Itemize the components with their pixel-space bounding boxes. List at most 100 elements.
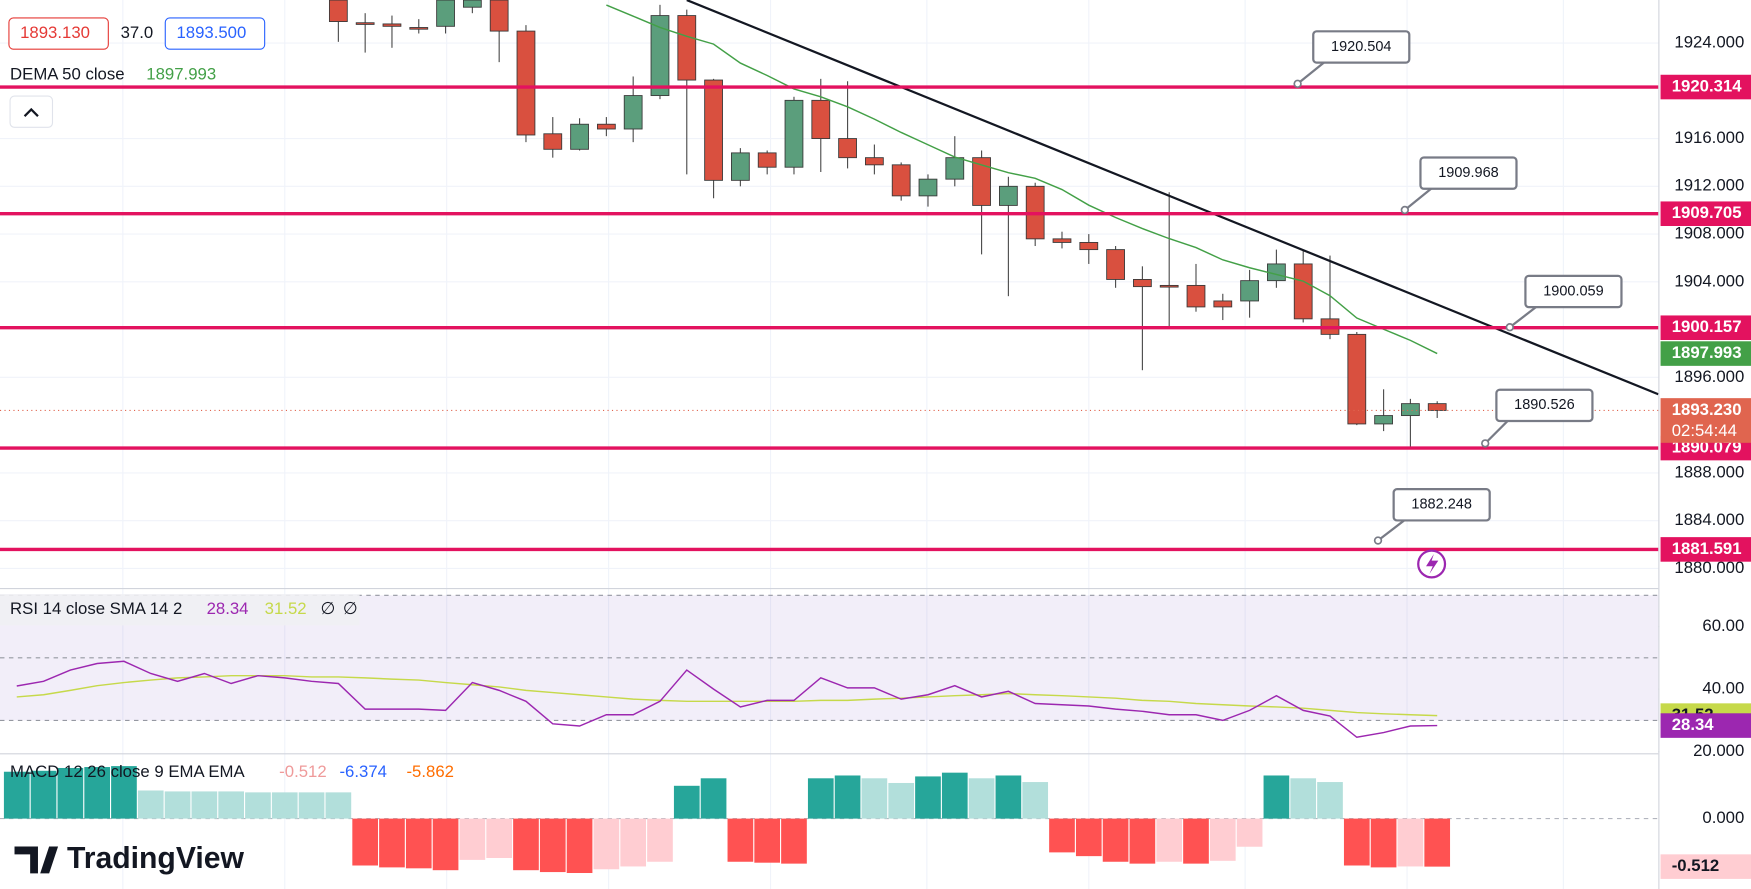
rsi-legend: RSI 14 close SMA 14 2	[10, 599, 182, 618]
candle-body	[623, 95, 643, 130]
macd-histogram-bar	[57, 767, 84, 819]
collapse-button[interactable]	[9, 95, 54, 128]
macd-histogram-bar	[673, 785, 700, 819]
macd-histogram-bar	[1129, 818, 1156, 864]
macd-histogram-bar	[1236, 818, 1263, 847]
brand: TradingView	[67, 842, 245, 875]
macd-histogram-bar	[1209, 818, 1236, 861]
level-badge: 1920.314	[1672, 76, 1743, 95]
macd-histogram-bar	[3, 771, 30, 819]
macd-histogram-bar	[513, 818, 539, 871]
y-tick-label: 1888.000	[1674, 462, 1744, 481]
candle-body	[730, 152, 750, 181]
candle-body	[489, 0, 509, 32]
candle-body	[838, 138, 857, 159]
callout-anchor	[1505, 323, 1514, 332]
y-tick-label: 1880.000	[1674, 558, 1744, 577]
callout-anchor	[1481, 439, 1490, 448]
candle-body	[677, 15, 697, 81]
y-tick-label: 1884.000	[1674, 510, 1744, 529]
rsi-badge-bg	[1660, 713, 1751, 738]
macd-histogram-bar	[459, 818, 486, 860]
macd-histogram-bar	[432, 818, 459, 871]
callout-anchor	[1373, 536, 1383, 545]
macd-histogram-bar	[1022, 782, 1049, 819]
dema-legend: DEMA 50 close	[10, 64, 125, 83]
macd-histogram-bar	[807, 778, 834, 819]
candle-body	[1240, 280, 1259, 302]
rsi-sma-legend-value: 31.52	[265, 599, 307, 618]
rsi-tick-label: 60.00	[1702, 616, 1744, 635]
candle-body	[918, 178, 938, 197]
macd-histogram-bar	[1156, 818, 1183, 862]
macd-histogram-bar	[1290, 778, 1317, 819]
rsi-line	[16, 660, 1438, 739]
plot	[3, 0, 1451, 874]
candle-body	[1052, 238, 1072, 243]
macd-histogram-bar	[1075, 818, 1102, 857]
ask-price: 1893.500	[176, 23, 246, 42]
y-tick-label: 1916.000	[1674, 128, 1744, 147]
macd-histogram-bar	[968, 778, 995, 819]
macd-histogram-bar	[137, 790, 164, 819]
candle-body	[570, 123, 589, 150]
macd-histogram-bar	[486, 818, 513, 859]
rsi-badge: 28.34	[1672, 715, 1715, 734]
lightning-icon	[1426, 553, 1439, 575]
macd-histogram-bar	[593, 818, 620, 870]
last-price-badge: 1893.230	[1672, 400, 1742, 419]
level-badge-bg	[1660, 201, 1751, 227]
macd-histogram-bar	[298, 792, 325, 819]
candle-body	[784, 99, 804, 168]
macd-histogram-bar	[620, 818, 647, 867]
macd-histogram-bar	[352, 818, 379, 866]
level-badge-bg	[1660, 74, 1751, 100]
macd-histogram-bar	[915, 776, 941, 819]
macd-histogram-bar	[379, 818, 405, 868]
candle-body	[891, 164, 911, 197]
macd-histogram-bar	[84, 767, 110, 819]
macd-histogram-bar	[647, 818, 673, 862]
callout-anchor	[1400, 205, 1410, 215]
rsi-extra: ∅	[320, 599, 335, 618]
rsi-legend-bg	[0, 594, 360, 626]
candle-body	[382, 23, 402, 27]
callout-label: 1890.526	[1514, 397, 1574, 413]
macd-badge-bg	[1660, 854, 1751, 879]
rsi-extra: ∅	[343, 599, 358, 618]
y-tick-label: 1896.000	[1674, 367, 1744, 386]
bid-box[interactable]	[8, 17, 109, 50]
callout-box	[1495, 388, 1594, 423]
callout-pointer	[1509, 304, 1540, 329]
axis-labels: 1880.000 1884.000 1888.000 1896.000 1904.000…	[1660, 32, 1751, 879]
macd-histogram-bar	[539, 818, 566, 873]
candle-body	[1401, 403, 1420, 417]
overlay: 1920.504 1909.968 1900.059 1890.526 1882.248	[0, 30, 1659, 552]
rsi-tick-label: 20.000	[1693, 741, 1744, 760]
macd-tick-label: 0.000	[1702, 808, 1744, 827]
y-tick-label: 1904.000	[1674, 271, 1744, 290]
level-badge: 1909.705	[1672, 203, 1742, 222]
callout-label: 1920.504	[1331, 39, 1391, 55]
macd-histogram-bar	[1397, 818, 1424, 867]
macd-histogram-bar	[325, 792, 352, 819]
callout-pointer	[1377, 517, 1408, 542]
candle-body	[945, 157, 965, 180]
spread: 37.0	[121, 23, 154, 42]
macd-legend: MACD 12 26 close 9 EMA EMA	[10, 762, 245, 781]
ask-box[interactable]	[164, 17, 266, 50]
callout-label: 1882.248	[1411, 497, 1471, 513]
candle-body	[999, 185, 1018, 206]
y-tick-label: 1924.000	[1674, 32, 1744, 51]
rsi-tick-label: 40.00	[1702, 679, 1744, 698]
dema-badge-bg	[1660, 341, 1751, 366]
candle-body	[1133, 279, 1152, 288]
candle-body	[1427, 403, 1447, 411]
callout-box	[1312, 30, 1411, 64]
macd-histogram-bar	[888, 782, 915, 819]
dema-legend-value: 1897.993	[146, 64, 216, 83]
macd-histogram-bar	[1317, 782, 1343, 819]
callout-box	[1524, 274, 1623, 309]
callout-pointer	[1404, 185, 1435, 211]
macd-histogram-bar	[834, 775, 861, 819]
